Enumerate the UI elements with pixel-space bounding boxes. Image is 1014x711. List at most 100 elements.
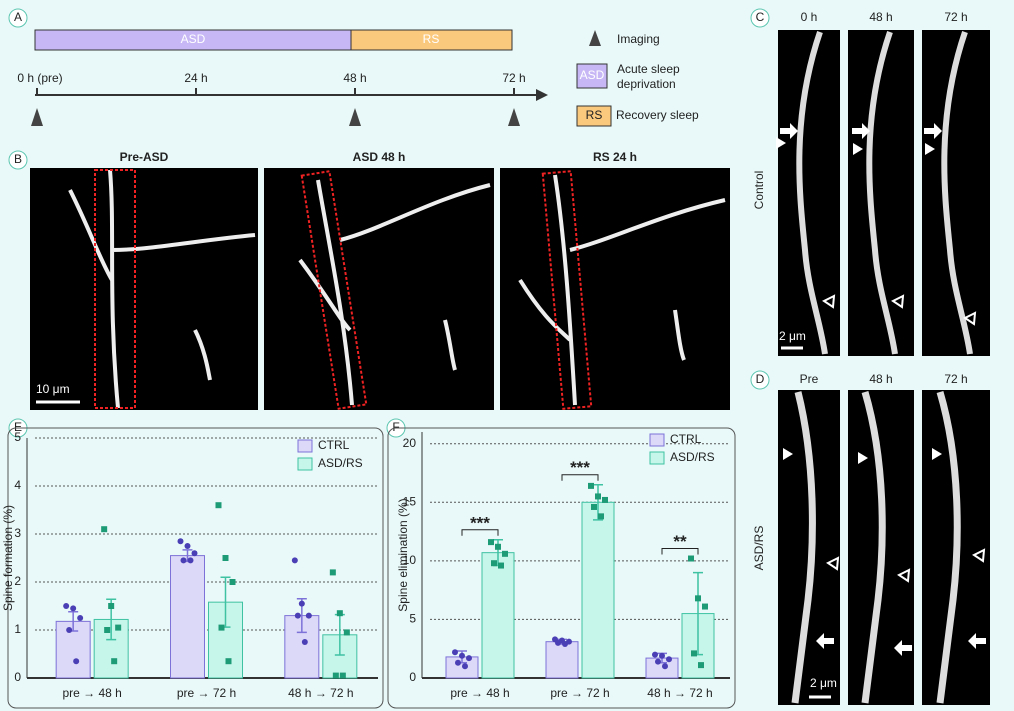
data-point bbox=[495, 543, 501, 550]
data-point bbox=[305, 612, 312, 619]
data-point bbox=[115, 624, 122, 631]
data-point bbox=[652, 651, 658, 658]
panel-label: E bbox=[14, 420, 22, 434]
imaging-markers bbox=[31, 30, 601, 126]
panel-label: F bbox=[392, 420, 399, 434]
panel-labels bbox=[8, 8, 770, 438]
data-point bbox=[343, 629, 350, 636]
open-arrowheads-d bbox=[826, 548, 986, 583]
legend-swatch bbox=[297, 439, 313, 453]
data-point bbox=[191, 550, 198, 557]
data-point bbox=[488, 539, 494, 546]
micrograph-b bbox=[500, 168, 730, 410]
image-title: Pre-ASD bbox=[120, 150, 169, 164]
scale-bar-label: 10 μm bbox=[36, 382, 70, 396]
data-point bbox=[298, 600, 305, 607]
data-point bbox=[73, 658, 80, 665]
data-point bbox=[229, 579, 236, 585]
legend-rs-text: Recovery sleep bbox=[616, 108, 699, 122]
image-title: 72 h bbox=[944, 372, 967, 386]
data-point bbox=[70, 605, 77, 612]
image-title: ASD 48 h bbox=[353, 150, 406, 164]
panel-frame bbox=[387, 427, 736, 709]
legend-label: CTRL bbox=[670, 432, 702, 446]
y-tick-label: 15 bbox=[403, 494, 417, 508]
data-point bbox=[659, 652, 665, 659]
data-point bbox=[562, 641, 568, 648]
y-tick-label: 2 bbox=[14, 574, 21, 588]
time-label: 72 h bbox=[502, 71, 525, 85]
bar bbox=[545, 641, 579, 679]
data-point bbox=[222, 555, 229, 561]
data-point bbox=[459, 652, 465, 659]
legend-asd-box bbox=[576, 63, 608, 89]
y-axis-label: Spine elimination (%) bbox=[396, 498, 410, 611]
data-point bbox=[598, 513, 604, 520]
legend-label: ASD/RS bbox=[318, 456, 363, 470]
legend-label: CTRL bbox=[318, 438, 350, 452]
legend-asd-text: Acute sleep deprivation bbox=[617, 62, 680, 91]
legend-swatch bbox=[649, 433, 665, 447]
time-ticks bbox=[36, 88, 515, 95]
data-point bbox=[588, 482, 594, 489]
data-point bbox=[339, 672, 346, 679]
significance-bracket bbox=[461, 529, 499, 536]
data-point bbox=[336, 610, 343, 617]
image-title: 48 h bbox=[869, 372, 892, 386]
image-title: RS 24 h bbox=[593, 150, 637, 164]
time-label: 48 h bbox=[343, 71, 366, 85]
data-point bbox=[66, 627, 73, 633]
legend-imaging: Imaging bbox=[617, 32, 660, 46]
data-point bbox=[595, 493, 601, 500]
x-tick-label: 48 h → 72 h bbox=[647, 686, 712, 700]
data-point bbox=[101, 526, 108, 533]
open-arrowheads-c bbox=[822, 294, 977, 326]
significance-label: *** bbox=[570, 458, 590, 477]
x-tick-label: pre → 48 h bbox=[450, 686, 509, 700]
data-point bbox=[691, 650, 697, 657]
data-point bbox=[225, 658, 232, 665]
data-point bbox=[301, 639, 308, 645]
data-point bbox=[498, 562, 504, 569]
image-title: 48 h bbox=[869, 10, 892, 24]
y-tick-label: 1 bbox=[14, 622, 21, 636]
row-label: Control bbox=[752, 171, 766, 210]
bar bbox=[481, 552, 515, 679]
data-point bbox=[491, 560, 497, 567]
arrows-d bbox=[783, 448, 986, 656]
data-point bbox=[184, 543, 191, 549]
y-tick-label: 5 bbox=[14, 430, 21, 444]
asd-phase-label: ASD bbox=[181, 32, 206, 46]
data-point bbox=[294, 612, 301, 619]
significance-bracket bbox=[661, 548, 699, 555]
panel-label: B bbox=[14, 152, 22, 166]
rs-phase bbox=[350, 29, 513, 51]
data-point bbox=[466, 655, 472, 662]
scale-bar-label: 2 μm bbox=[779, 329, 806, 343]
data-point bbox=[655, 658, 661, 665]
micrograph-b bbox=[30, 168, 258, 410]
data-point bbox=[662, 663, 668, 670]
data-point bbox=[698, 662, 704, 669]
legend-asd-key: ASD bbox=[580, 68, 605, 82]
x-tick-label: 48 h → 72 h bbox=[288, 686, 353, 700]
y-tick-label: 0 bbox=[14, 670, 21, 684]
data-point bbox=[77, 615, 84, 621]
data-point bbox=[591, 503, 597, 510]
data-point bbox=[666, 656, 672, 663]
data-point bbox=[187, 557, 194, 564]
significance-bracket bbox=[561, 474, 599, 481]
image-title: Pre bbox=[800, 372, 819, 386]
legend-rs-key: RS bbox=[586, 108, 603, 122]
legend-rs-box bbox=[576, 105, 612, 127]
time-label: 0 h (pre) bbox=[17, 71, 62, 85]
data-point bbox=[180, 557, 187, 564]
dendrites-d bbox=[791, 391, 961, 704]
y-tick-label: 3 bbox=[14, 526, 21, 540]
dendrites-c bbox=[796, 31, 973, 355]
y-tick-label: 20 bbox=[403, 436, 417, 450]
axis-arrow bbox=[536, 89, 548, 101]
panel-label: A bbox=[14, 10, 22, 24]
image-title: 72 h bbox=[944, 10, 967, 24]
